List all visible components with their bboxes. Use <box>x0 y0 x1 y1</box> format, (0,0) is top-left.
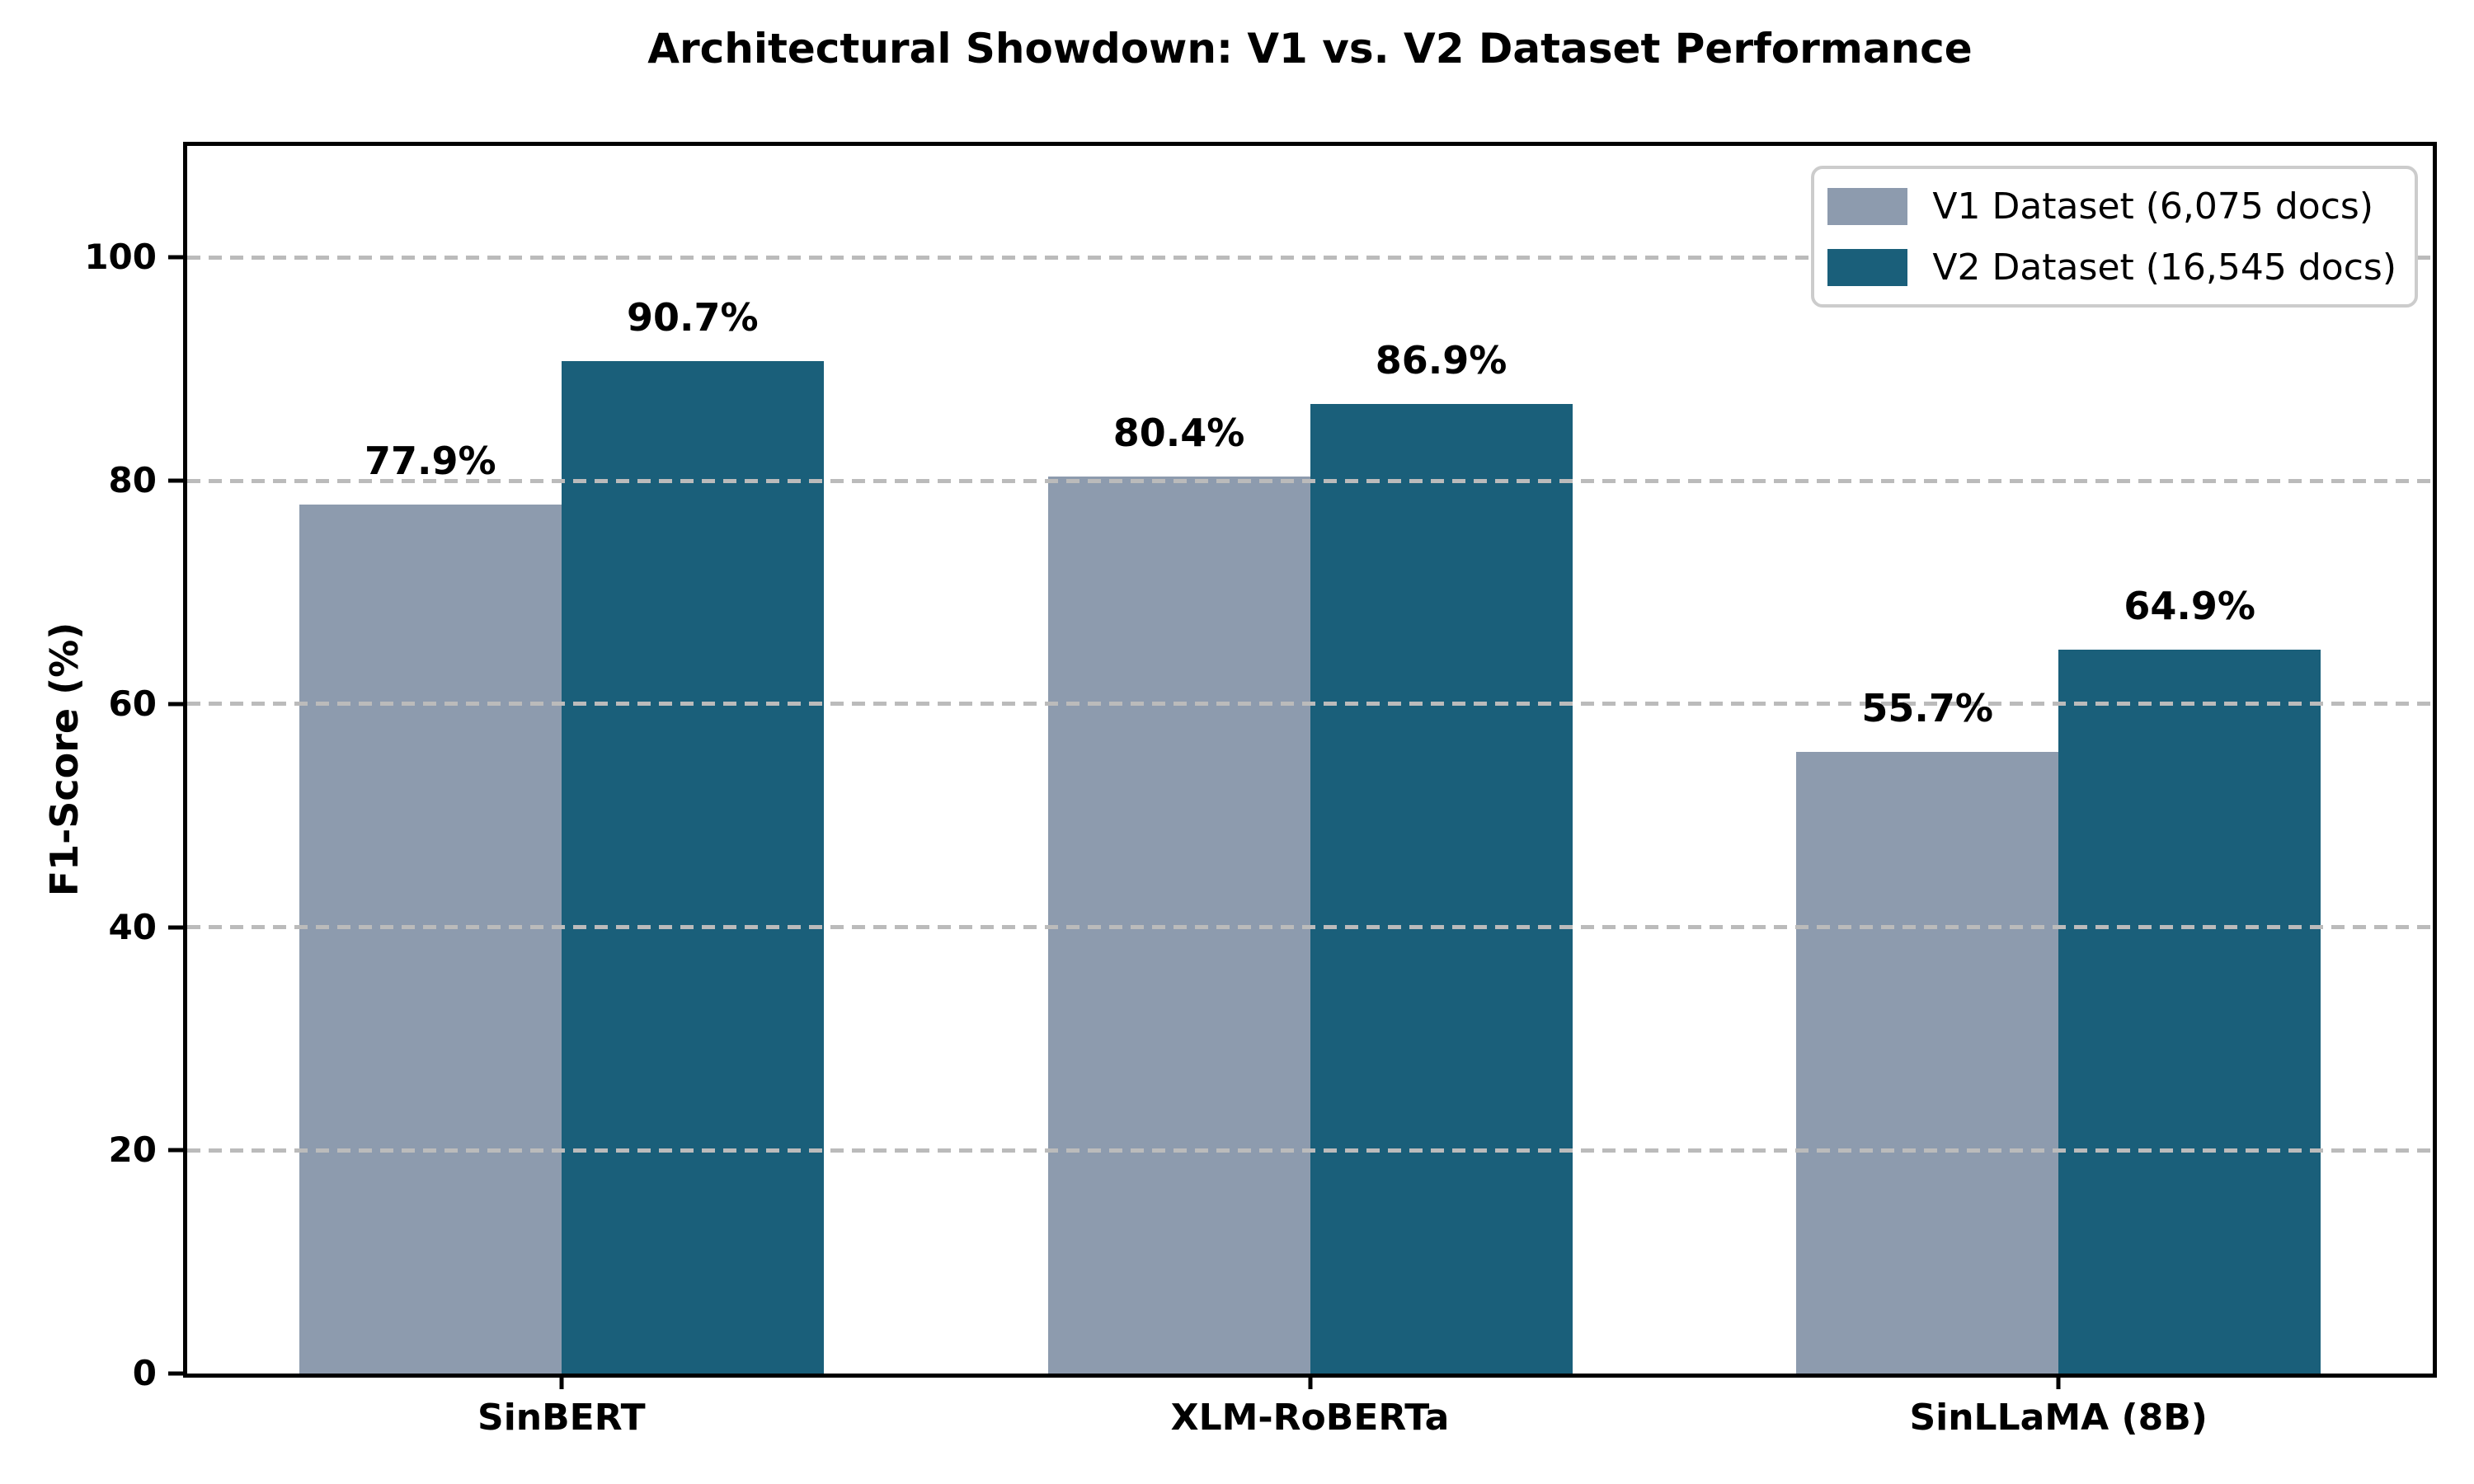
bar-sinllama-8b--series-1 <box>1796 752 2059 1374</box>
ytick-label-100: 100 <box>84 237 157 278</box>
xtick-mark-3 <box>2056 1378 2061 1389</box>
legend-swatch-icon <box>1827 248 1908 286</box>
bar-value-label: 55.7% <box>1861 686 1993 731</box>
bar-value-label: 90.7% <box>627 295 759 340</box>
xtick-mark-1 <box>559 1378 564 1389</box>
gridline-60 <box>187 702 2433 707</box>
ytick-label-60: 60 <box>108 683 157 724</box>
ytick-mark-60 <box>168 702 183 707</box>
ytick-mark-40 <box>168 925 183 930</box>
ytick-mark-0 <box>168 1371 183 1376</box>
ytick-mark-80 <box>168 478 183 483</box>
category-label: XLM-RoBERTa <box>1170 1397 1450 1439</box>
legend-item-2: V2 Dataset (16,545 docs) <box>1827 242 2396 293</box>
gridline-80 <box>187 478 2433 483</box>
y-axis-label: F1-Score (%) <box>42 622 87 897</box>
bar-sinllama-8b--series-2 <box>2058 649 2321 1374</box>
gridline-40 <box>187 925 2433 930</box>
bar-xlm-roberta-series-1 <box>1047 476 1310 1374</box>
bar-value-label: 77.9% <box>365 438 496 483</box>
ytick-label-0: 0 <box>132 1353 157 1393</box>
bar-value-label: 80.4% <box>1112 410 1245 455</box>
chart-title: Architectural Showdown: V1 vs. V2 Datase… <box>647 25 1973 73</box>
bar-sinbert-series-2 <box>561 361 824 1374</box>
legend-item-label: V1 Dataset (6,075 docs) <box>1932 185 2373 228</box>
bars-layer <box>187 146 2433 1374</box>
ytick-mark-20 <box>168 1148 183 1153</box>
gridline-20 <box>187 1148 2433 1153</box>
ytick-mark-100 <box>168 255 183 260</box>
category-label: SinBERT <box>477 1397 646 1439</box>
category-label: SinLLaMA (8B) <box>1909 1397 2208 1439</box>
bar-value-label: 64.9% <box>2124 583 2255 628</box>
gridline-100 <box>187 255 2433 260</box>
legend: V1 Dataset (6,075 docs) V2 Dataset (16,54… <box>1811 166 2418 308</box>
ytick-label-40: 40 <box>108 906 157 947</box>
value-labels-layer: 77.9% 90.7% 80.4% 86.9% 55.7% 64.9% <box>187 146 2433 1374</box>
legend-swatch-icon <box>1827 187 1908 225</box>
legend-item-1: V1 Dataset (6,075 docs) <box>1827 181 2396 232</box>
bar-value-label: 86.9% <box>1375 337 1507 383</box>
grid-layer <box>187 146 2433 1374</box>
legend-item-label: V2 Dataset (16,545 docs) <box>1932 246 2396 289</box>
ytick-label-20: 20 <box>108 1129 157 1171</box>
bar-xlm-roberta-series-2 <box>1310 403 1573 1374</box>
plot-area: 77.9% 90.7% 80.4% 86.9% 55.7% 64.9% V1 Datase… <box>183 142 2437 1378</box>
xtick-mark-2 <box>1308 1378 1312 1389</box>
ytick-label-80: 80 <box>108 460 157 501</box>
bar-sinbert-series-1 <box>299 504 562 1374</box>
